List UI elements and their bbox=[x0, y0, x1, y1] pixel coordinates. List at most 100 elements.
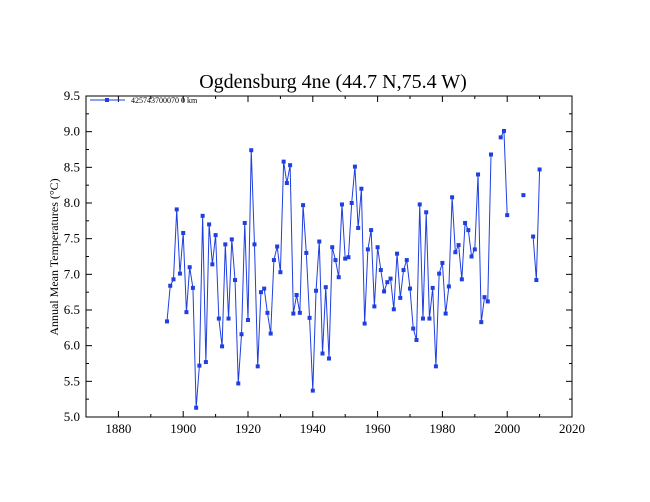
data-point bbox=[349, 201, 354, 205]
data-point bbox=[307, 315, 312, 320]
data-point bbox=[252, 242, 257, 247]
y-tick-label: 7.0 bbox=[64, 266, 80, 281]
data-point bbox=[226, 316, 231, 321]
data-point bbox=[414, 337, 419, 342]
data-point bbox=[165, 319, 169, 324]
series-layer bbox=[165, 128, 542, 410]
data-point bbox=[258, 290, 263, 295]
data-point bbox=[275, 244, 280, 249]
legend-label: 425743700070 0 km bbox=[131, 96, 198, 105]
data-point bbox=[472, 247, 477, 252]
data-point bbox=[385, 280, 390, 285]
data-point bbox=[401, 268, 406, 273]
x-tick-label: 1900 bbox=[170, 421, 196, 436]
data-point bbox=[521, 193, 526, 198]
data-point bbox=[187, 265, 192, 270]
data-point bbox=[469, 254, 474, 259]
data-point bbox=[194, 405, 199, 410]
data-point bbox=[246, 317, 250, 322]
data-point bbox=[443, 311, 448, 316]
x-tick-label: 2020 bbox=[559, 421, 585, 436]
data-point bbox=[203, 360, 208, 365]
data-point bbox=[382, 289, 387, 294]
data-point bbox=[330, 245, 335, 250]
x-tick-label: 1940 bbox=[300, 421, 326, 436]
data-point bbox=[271, 258, 276, 263]
data-point bbox=[356, 225, 361, 230]
series-line bbox=[500, 128, 508, 216]
data-point bbox=[281, 159, 286, 164]
x-tick-label: 1960 bbox=[365, 421, 391, 436]
x-tick-label: 1920 bbox=[235, 421, 261, 436]
data-point bbox=[294, 293, 299, 298]
data-point bbox=[501, 128, 506, 133]
data-point bbox=[239, 332, 244, 337]
data-point bbox=[476, 172, 481, 177]
data-point bbox=[534, 278, 539, 283]
data-point bbox=[398, 295, 403, 300]
data-point bbox=[378, 268, 383, 273]
data-point bbox=[333, 258, 338, 263]
data-point bbox=[339, 202, 344, 207]
data-point bbox=[440, 260, 445, 265]
data-point bbox=[463, 220, 468, 225]
data-point bbox=[453, 250, 458, 255]
data-point bbox=[450, 195, 455, 200]
data-point bbox=[304, 250, 309, 255]
plot-frame bbox=[85, 95, 573, 418]
data-point bbox=[255, 364, 260, 369]
data-point bbox=[278, 270, 283, 275]
data-point bbox=[417, 202, 422, 207]
data-point bbox=[174, 207, 179, 212]
data-point bbox=[489, 152, 493, 157]
data-point bbox=[430, 285, 435, 290]
x-axis-ticks: 1880 1900 1920 1940 1960 1980 2000 2020 bbox=[85, 96, 585, 436]
data-point bbox=[408, 286, 412, 291]
series-line bbox=[532, 169, 541, 281]
data-point bbox=[265, 310, 270, 315]
data-point bbox=[320, 351, 325, 356]
y-tick-label: 9.0 bbox=[64, 124, 80, 139]
data-point bbox=[197, 363, 202, 368]
data-point bbox=[459, 277, 464, 282]
data-point bbox=[372, 304, 377, 309]
data-point bbox=[177, 271, 182, 276]
data-point bbox=[262, 286, 267, 291]
y-tick-label: 5.5 bbox=[64, 373, 80, 388]
data-point bbox=[505, 213, 510, 218]
data-point bbox=[200, 213, 205, 218]
data-point bbox=[213, 233, 218, 238]
data-point bbox=[336, 275, 341, 280]
data-point bbox=[352, 164, 357, 169]
data-point bbox=[323, 285, 328, 290]
x-tick-label: 2000 bbox=[494, 421, 520, 436]
data-point bbox=[346, 255, 351, 260]
x-tick-label: 1880 bbox=[105, 421, 131, 436]
data-point bbox=[427, 316, 432, 321]
data-point bbox=[424, 210, 429, 215]
data-point bbox=[268, 331, 273, 336]
data-point bbox=[249, 148, 254, 153]
y-tick-label: 6.0 bbox=[64, 338, 80, 353]
data-point bbox=[284, 181, 289, 186]
data-point bbox=[314, 288, 319, 293]
data-point bbox=[317, 239, 322, 244]
data-point bbox=[301, 203, 306, 208]
data-point bbox=[498, 135, 503, 140]
data-point bbox=[375, 245, 380, 250]
legend-marker bbox=[105, 98, 109, 102]
y-axis-label: Annual Mean Temperatures (°C) bbox=[47, 178, 61, 335]
legend: 425743700070 0 km bbox=[90, 96, 198, 105]
y-tick-label: 8.0 bbox=[64, 195, 80, 210]
data-point bbox=[446, 284, 451, 289]
data-point bbox=[233, 278, 238, 283]
y-tick-label: 9.5 bbox=[64, 88, 80, 103]
data-point bbox=[391, 307, 396, 312]
data-point bbox=[242, 220, 247, 225]
data-point bbox=[171, 277, 176, 282]
y-tick-label: 7.5 bbox=[64, 231, 80, 246]
data-point bbox=[482, 295, 487, 300]
data-point bbox=[184, 310, 189, 315]
data-point bbox=[456, 243, 461, 248]
data-point bbox=[327, 356, 331, 361]
